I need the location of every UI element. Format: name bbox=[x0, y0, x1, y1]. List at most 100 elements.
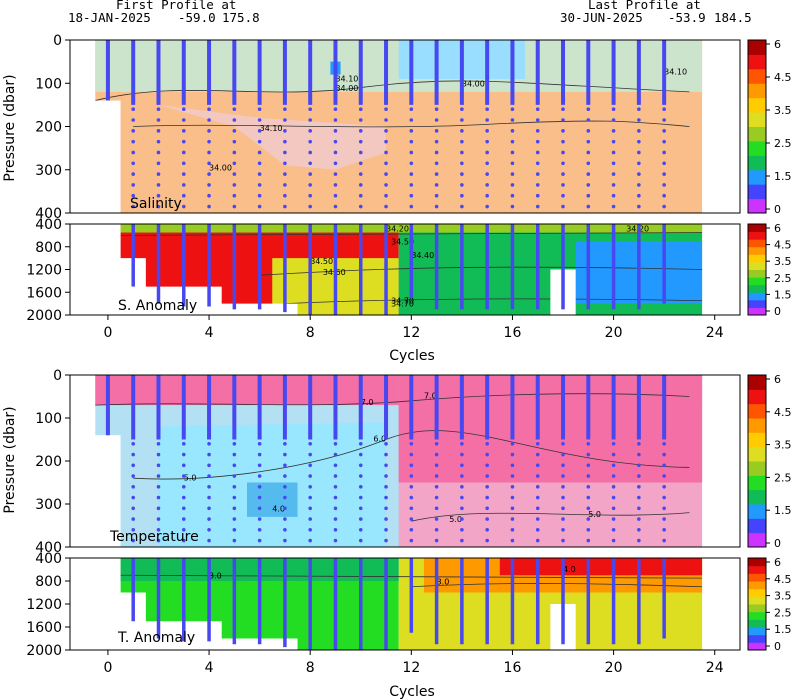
colorbar-swatch bbox=[748, 375, 766, 390]
y-tick-label: 400 bbox=[35, 551, 62, 567]
profile-point bbox=[181, 474, 186, 478]
profile-point bbox=[358, 107, 363, 111]
profile-point bbox=[485, 538, 489, 543]
profile-point bbox=[384, 183, 388, 187]
colorbar-tick-label: 6 bbox=[774, 373, 781, 386]
temp-anom-red bbox=[499, 558, 703, 576]
profile-point bbox=[485, 193, 489, 198]
colorbar-tick-label: 0 bbox=[774, 640, 781, 653]
profile-point bbox=[434, 463, 439, 468]
profile-point bbox=[181, 517, 186, 521]
profile-point bbox=[561, 528, 565, 532]
profile-point bbox=[232, 150, 237, 155]
profile-point bbox=[409, 139, 414, 144]
profile-point bbox=[257, 506, 262, 511]
profile-point bbox=[384, 161, 388, 166]
profile-point bbox=[460, 463, 464, 468]
profile-point bbox=[308, 150, 312, 155]
profile-point bbox=[434, 506, 439, 511]
profile-point bbox=[181, 463, 186, 468]
profile-point bbox=[384, 118, 388, 122]
profile-point bbox=[156, 452, 161, 457]
profile-point bbox=[156, 528, 161, 532]
profile-point bbox=[333, 474, 338, 478]
colorbar-tick-label: 6 bbox=[774, 222, 781, 235]
last-profile-lat: -53.9 bbox=[668, 10, 706, 25]
profile-point bbox=[637, 485, 641, 489]
profile-point bbox=[510, 107, 515, 111]
profile-point bbox=[611, 538, 616, 543]
profile-point bbox=[181, 118, 186, 122]
profile-point bbox=[510, 161, 515, 166]
colorbar-swatch bbox=[748, 432, 766, 448]
profile-point bbox=[384, 442, 388, 446]
profile-point bbox=[156, 506, 161, 511]
profile-point bbox=[662, 506, 666, 511]
profile-point bbox=[358, 495, 363, 500]
profile-point bbox=[257, 193, 262, 198]
profile-point bbox=[409, 172, 414, 176]
profile-point bbox=[586, 193, 591, 198]
colorbar-swatch bbox=[748, 403, 766, 419]
salinity-contour-34-00 bbox=[133, 120, 690, 128]
profile-point bbox=[156, 172, 161, 176]
first-profile-date: 18-JAN-2025 bbox=[68, 10, 151, 25]
profile-point bbox=[485, 485, 489, 489]
profile-point bbox=[156, 495, 161, 500]
profile-point bbox=[207, 129, 211, 133]
x-tick-label: 24 bbox=[706, 325, 724, 341]
profile-point bbox=[586, 442, 591, 446]
profile-point bbox=[535, 495, 540, 500]
profile-point bbox=[232, 495, 237, 500]
profile-point bbox=[662, 193, 666, 198]
profile-point bbox=[485, 528, 489, 532]
colorbar-swatch bbox=[748, 604, 766, 613]
profile-point bbox=[460, 150, 464, 155]
profile-point bbox=[485, 161, 489, 166]
profile-point bbox=[561, 442, 565, 446]
profile-point bbox=[207, 204, 211, 209]
salinity-contour-label: 34.10 bbox=[664, 68, 687, 77]
profile-point bbox=[586, 506, 591, 511]
profile-point bbox=[156, 129, 161, 133]
profile-point bbox=[485, 442, 489, 446]
profile-point bbox=[308, 183, 312, 187]
profile-point bbox=[586, 538, 591, 543]
profile-point bbox=[485, 139, 489, 144]
colorbar-swatch bbox=[748, 40, 766, 55]
y-tick-label: 200 bbox=[35, 454, 62, 470]
profile-point bbox=[535, 506, 540, 511]
profile-point bbox=[131, 161, 136, 166]
profile-point bbox=[409, 183, 414, 187]
profile-point bbox=[561, 474, 565, 478]
profile-point bbox=[181, 161, 186, 166]
profile-point bbox=[460, 485, 464, 489]
profile-point bbox=[662, 517, 666, 521]
profile-point bbox=[207, 118, 211, 122]
profile-point bbox=[207, 161, 211, 166]
profile-point bbox=[662, 129, 666, 133]
profile-point bbox=[131, 107, 136, 111]
profile-point bbox=[283, 506, 287, 511]
colorbar-swatch bbox=[748, 518, 766, 534]
profile-point bbox=[535, 172, 540, 176]
colorbar-tick-label: 1.5 bbox=[774, 504, 792, 517]
colorbar-swatch bbox=[748, 475, 766, 491]
y-tick-label: 300 bbox=[35, 163, 62, 179]
temp-warm-east-upper bbox=[398, 375, 703, 483]
temp-contour-label: 5.0 bbox=[588, 510, 601, 519]
colorbar-frame bbox=[747, 374, 767, 548]
profile-point bbox=[232, 118, 237, 122]
profile-point bbox=[384, 150, 388, 155]
profile-point bbox=[333, 528, 338, 532]
profile-point bbox=[637, 442, 641, 446]
profile-point bbox=[535, 463, 540, 468]
profile-markers bbox=[105, 375, 667, 543]
profile-point bbox=[358, 183, 363, 187]
profile-point bbox=[637, 129, 641, 133]
first-profile-lon: 175.8 bbox=[222, 10, 260, 25]
profile-point bbox=[485, 150, 489, 155]
y-tick-label: 0 bbox=[53, 33, 62, 49]
profile-point bbox=[409, 538, 414, 543]
